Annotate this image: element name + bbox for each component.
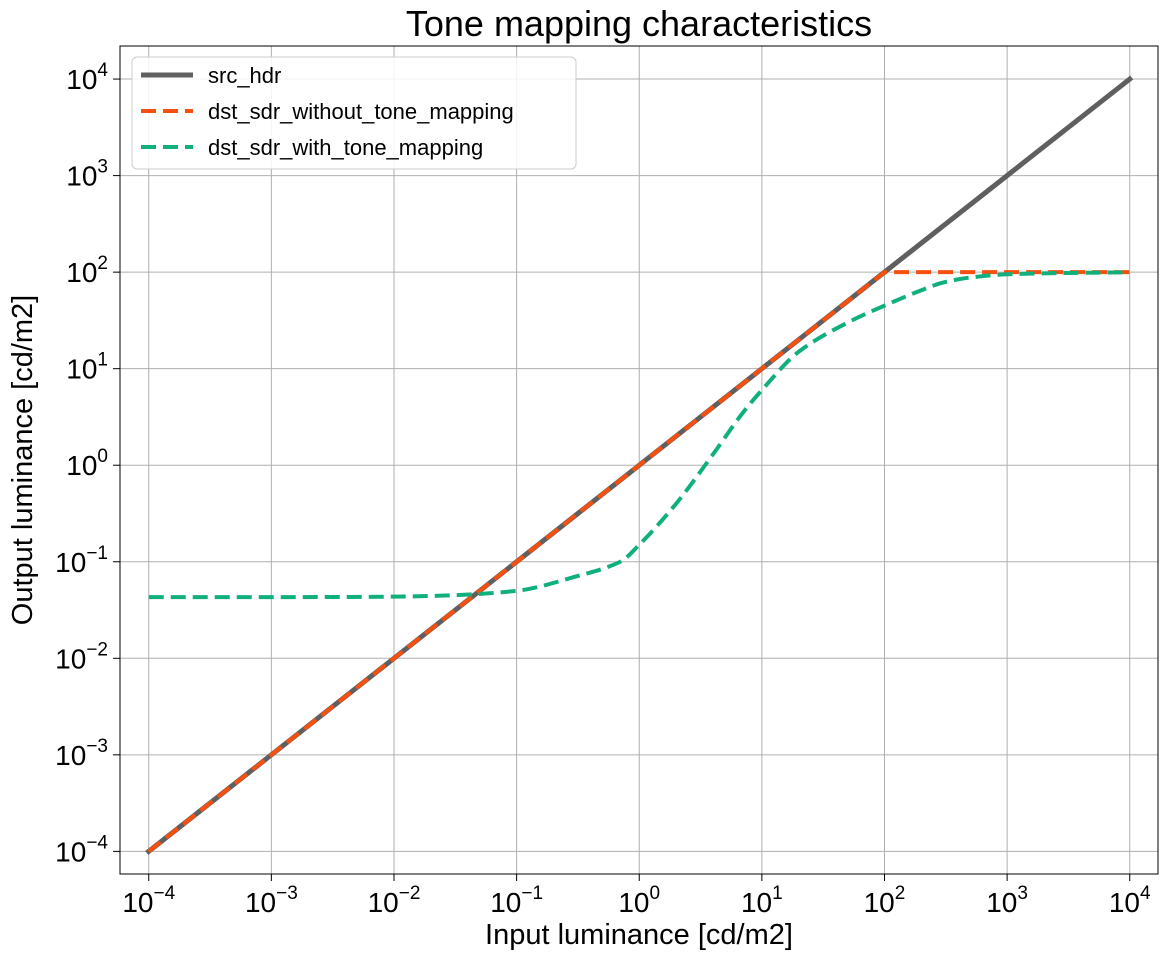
series-line-dst-sdr-with-tone-mapping — [148, 270, 1130, 600]
chart-title: Tone mapping characteristics — [406, 3, 872, 44]
y-tick-label: 103 — [66, 157, 108, 192]
legend-box — [131, 56, 577, 170]
x-tick-label: 101 — [741, 883, 783, 918]
y-tick-label: 104 — [66, 60, 108, 95]
y-tick-label: 101 — [66, 350, 108, 385]
legend: src_hdr dst_sdr_without_tone_mapping dst_s… — [131, 56, 577, 170]
x-tick-label: 10−3 — [245, 883, 298, 918]
x-tick-label: 104 — [1109, 883, 1151, 918]
x-tick-label: 10−1 — [490, 883, 543, 918]
y-tick-label: 10−3 — [55, 736, 108, 771]
x-tick-label: 103 — [986, 883, 1028, 918]
series-line-dst-sdr-without-tone-mapping — [147, 270, 1130, 853]
x-tick-label: 10−4 — [122, 883, 175, 918]
y-tick-label: 100 — [66, 446, 108, 481]
y-tick-label: 10−1 — [55, 543, 108, 578]
y-tick-label: 102 — [66, 253, 108, 288]
series-lines — [145, 75, 1134, 855]
y-axis-label: Output luminance [cd/m2] — [7, 295, 39, 625]
legend-label: dst_sdr_with_tone_mapping — [208, 135, 483, 160]
x-tick-label: 10−2 — [368, 883, 421, 918]
x-axis-label: Input luminance [cd/m2] — [485, 919, 793, 951]
tick-labels: 10−4 10−3 10−2 10−1 100 101 102 103 104 10−4 10−3 1… — [55, 60, 1151, 918]
x-tick-label: 102 — [864, 883, 906, 918]
y-tick-label: 10−4 — [55, 832, 108, 867]
y-tick-label: 10−2 — [55, 639, 108, 674]
legend-label: src_hdr — [208, 63, 281, 88]
x-tick-label: 100 — [618, 883, 660, 918]
legend-label: dst_sdr_without_tone_mapping — [208, 99, 514, 124]
